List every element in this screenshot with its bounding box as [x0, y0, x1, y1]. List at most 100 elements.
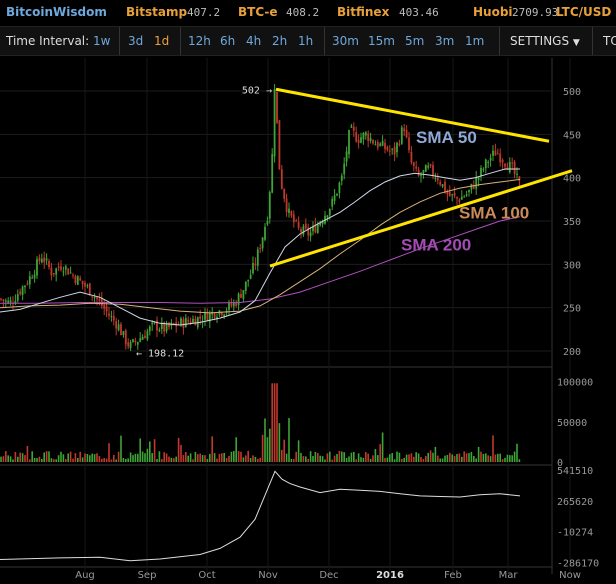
toolbar-divider — [119, 27, 120, 55]
candle-body — [28, 276, 31, 285]
volume-bar — [103, 458, 105, 462]
volume-bar — [456, 453, 458, 462]
volume-bar — [7, 455, 9, 462]
candle-body — [516, 173, 518, 175]
interval-3m[interactable]: 3m — [435, 34, 455, 48]
candle-body — [254, 263, 257, 266]
volume-bar — [321, 456, 324, 462]
exchange-bitstamp[interactable]: Bitstamp — [126, 5, 188, 19]
interval-2h[interactable]: 2h — [272, 34, 288, 48]
candle-body — [379, 143, 382, 146]
volume-bar — [257, 458, 259, 462]
candle-body — [345, 151, 348, 162]
candle-body — [230, 303, 233, 306]
volume-bar — [204, 455, 206, 462]
candle-body — [297, 221, 300, 228]
volume-bar — [98, 456, 101, 462]
candlesticks — [0, 84, 521, 351]
candle-body — [112, 316, 115, 321]
exchange-ltcusd[interactable]: LTC/USD — [556, 5, 612, 19]
interval-1m[interactable]: 1m — [465, 34, 485, 48]
volume-bar — [60, 451, 62, 462]
interval-5m[interactable]: 5m — [405, 34, 425, 48]
volume-bar — [129, 452, 132, 462]
volume-bar — [168, 456, 170, 462]
interval-30m[interactable]: 30m — [332, 34, 359, 48]
volume-bar — [494, 454, 497, 462]
candle-body — [115, 321, 118, 329]
candle-body — [492, 150, 494, 156]
volume-bar — [451, 454, 453, 462]
volume-bar — [410, 453, 413, 462]
volume-bar — [194, 451, 197, 462]
candle-body — [84, 282, 86, 287]
candle-body — [98, 299, 101, 301]
volume-bar — [415, 452, 417, 462]
tools-menu[interactable]: TO — [603, 34, 616, 48]
volume-bar — [38, 456, 41, 462]
volume-bar — [473, 455, 475, 462]
candle-body — [408, 137, 410, 151]
candle-body — [271, 153, 274, 193]
exchange-bitfinex[interactable]: Bitfinex — [337, 5, 390, 19]
candle-body — [16, 294, 19, 301]
x-tick-label: Now — [559, 570, 581, 581]
volume-bar — [182, 455, 185, 462]
volume-bar — [300, 452, 302, 462]
volume-bar — [57, 455, 60, 462]
candle-body — [153, 321, 156, 324]
interval-1w[interactable]: 1w — [93, 34, 111, 48]
volume-bar — [242, 457, 245, 462]
candle-body — [76, 276, 79, 285]
settings-menu[interactable]: SETTINGS ▼ — [510, 34, 580, 48]
interval-15m[interactable]: 15m — [368, 34, 395, 48]
volume-bar — [285, 453, 288, 462]
interval-12h[interactable]: 12h — [188, 34, 211, 48]
volume-bar — [213, 453, 216, 462]
interval-6h[interactable]: 6h — [220, 34, 236, 48]
oscillator-line — [0, 470, 521, 562]
interval-1d[interactable]: 1d — [154, 34, 170, 48]
candle-body — [290, 211, 293, 216]
candle-body — [285, 198, 288, 212]
interval-1h[interactable]: 1h — [298, 34, 314, 48]
x-tick-label: Nov — [258, 570, 278, 581]
volume-bar — [19, 452, 21, 462]
candle-body — [432, 165, 434, 176]
candle-body — [381, 140, 384, 146]
candle-body — [259, 247, 262, 250]
x-tick-label: Aug — [75, 570, 95, 581]
volume-bar — [386, 457, 389, 462]
interval-4h[interactable]: 4h — [246, 34, 262, 48]
candle-body — [396, 142, 398, 153]
volume-bar — [297, 440, 300, 462]
volume-bar — [120, 435, 122, 462]
volume-bar — [511, 455, 513, 462]
candle-body — [422, 170, 425, 173]
price-chart[interactable]: 502 → ← 198.12 SMA 50 SMA 100 SMA 200 500 450… — [0, 54, 616, 584]
candle-body — [88, 283, 91, 296]
candle-body — [427, 165, 430, 168]
candle-body — [163, 322, 166, 332]
exchange-btce[interactable]: BTC-e — [238, 5, 278, 19]
candle-body — [14, 300, 17, 304]
exchange-huobi[interactable]: Huobi — [473, 5, 513, 19]
volume-bar — [504, 457, 506, 462]
candle-body — [280, 169, 283, 189]
brand-logo[interactable]: BitcoinWisdom — [6, 5, 107, 19]
sma100-line — [0, 178, 521, 314]
candle-body — [117, 324, 120, 331]
candle-body — [67, 268, 70, 275]
interval-3d[interactable]: 3d — [128, 34, 144, 48]
trendline — [269, 169, 573, 268]
candle-body — [487, 161, 490, 163]
volume-bar — [252, 455, 254, 462]
candle-body — [424, 165, 427, 172]
candle-body — [192, 318, 194, 323]
candle-body — [134, 340, 137, 343]
candle-body — [415, 166, 418, 169]
candle-body — [136, 341, 139, 345]
volume-bar — [43, 452, 45, 462]
x-tick-label: Dec — [319, 570, 338, 581]
volume-bar — [127, 458, 129, 462]
